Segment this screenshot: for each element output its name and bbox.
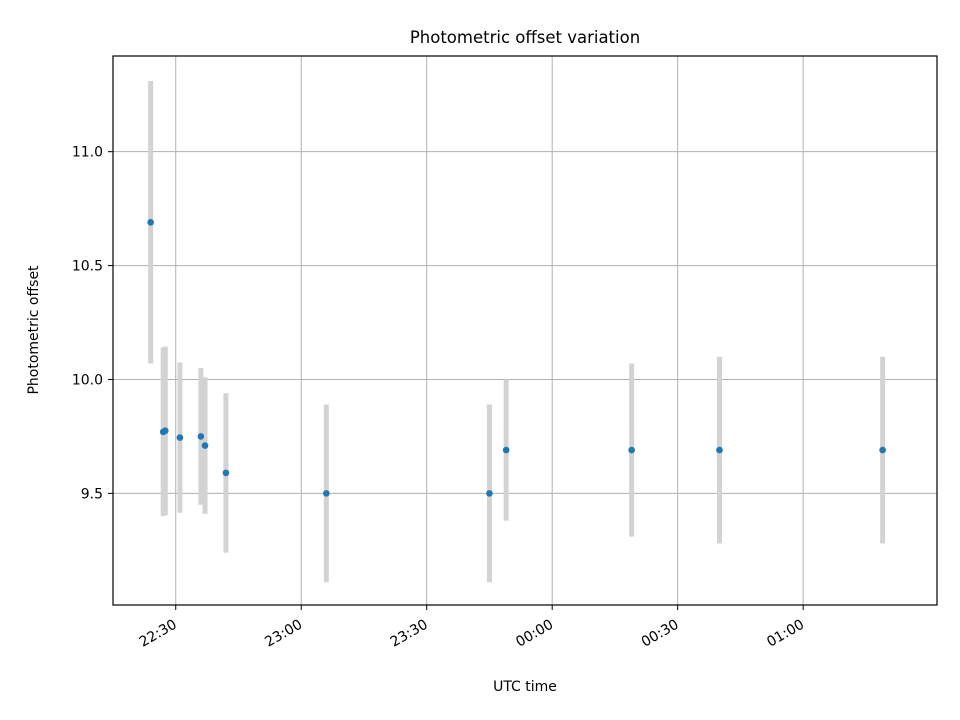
chart-title: Photometric offset variation bbox=[410, 28, 640, 47]
data-point bbox=[628, 446, 635, 454]
data-point bbox=[716, 446, 723, 454]
y-tick-label: 11.0 bbox=[72, 145, 103, 161]
error-bars bbox=[148, 81, 886, 583]
y-tick-label: 9.5 bbox=[81, 486, 103, 502]
x-tick-label: 22:30 bbox=[137, 617, 180, 651]
grid bbox=[113, 56, 937, 605]
data-points bbox=[147, 218, 886, 497]
data-point bbox=[879, 446, 886, 454]
data-point bbox=[201, 442, 209, 449]
y-tick-label: 10.5 bbox=[72, 259, 103, 275]
plot-frame bbox=[112, 55, 938, 606]
data-point bbox=[147, 218, 154, 226]
x-tick-label: 00:30 bbox=[639, 617, 682, 651]
x-tick-label: 01:00 bbox=[764, 617, 807, 651]
data-point bbox=[323, 490, 330, 497]
data-point bbox=[176, 434, 184, 441]
x-tick-label: 23:00 bbox=[262, 617, 305, 651]
x-tick-label: 23:30 bbox=[388, 617, 431, 651]
data-point bbox=[197, 433, 205, 440]
x-axis-label: UTC time bbox=[493, 679, 557, 695]
y-axis-label: Photometric offset bbox=[26, 265, 42, 395]
x-tick-label: 00:00 bbox=[513, 617, 556, 651]
data-point bbox=[222, 469, 230, 477]
data-point bbox=[486, 490, 493, 497]
y-tick-label: 10.0 bbox=[72, 372, 103, 388]
data-point bbox=[161, 427, 169, 435]
y-ticks: 9.5 10.0 10.5 11.0 bbox=[72, 145, 113, 502]
data-point bbox=[502, 446, 510, 454]
x-ticks: 22:30 23:00 23:30 00:00 00:30 01:00 bbox=[137, 605, 807, 651]
